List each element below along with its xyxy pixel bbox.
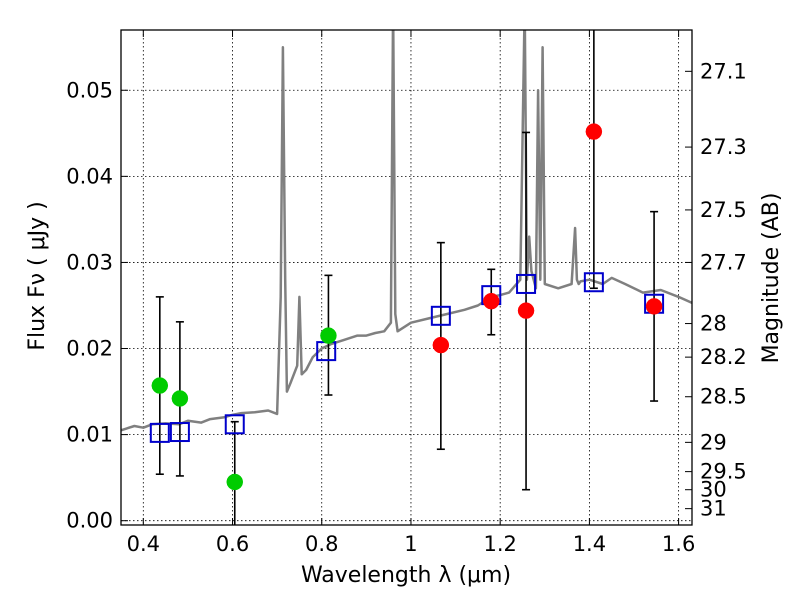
plot-area	[121, 30, 692, 525]
model-spectrum-line	[121, 30, 692, 432]
observed-point	[151, 377, 169, 394]
y2-tick-label: 27.7	[700, 250, 747, 274]
model-photometry-square	[430, 305, 451, 326]
y2-tick-label: 30	[700, 478, 727, 502]
x-tick-label: 1.2	[483, 532, 516, 556]
x-tick-label: 0.8	[305, 532, 338, 556]
y-tick-label: 0.02	[66, 337, 113, 361]
model-photometry-square	[516, 273, 537, 294]
y2-tick-label: 27.1	[700, 59, 747, 83]
y-tick-label: 0.03	[66, 250, 113, 274]
y-tick-label: 0.00	[66, 509, 113, 533]
x-axis: 0.4 0.6 0.8 1 1.2 1.4 1.6	[127, 30, 695, 556]
y2-tick-label: 27.5	[700, 198, 747, 222]
model-photometry-square	[224, 414, 245, 435]
y2-tick-label: 29	[700, 430, 727, 454]
x-axis-label: Wavelength λ (μm)	[301, 563, 511, 588]
y2-tick-label: 27.3	[700, 135, 747, 159]
y-axis: 0.00 0.01 0.02 0.03 0.04 0.05	[66, 78, 128, 533]
model-photometry-square	[169, 422, 190, 443]
observed-point	[645, 298, 663, 315]
observed-point	[226, 473, 244, 491]
y-tick-label: 0.01	[66, 423, 113, 447]
model-photometry-square	[583, 272, 604, 293]
y-tick-label: 0.04	[66, 164, 113, 188]
y2-tick-label: 29.5	[700, 460, 747, 484]
model-photometry-square	[149, 422, 170, 443]
y-tick-label: 0.05	[66, 78, 113, 102]
y2-axis-label: Magnitude (AB)	[759, 193, 784, 364]
observed-point	[483, 292, 500, 310]
x-tick-label: 0.4	[127, 532, 160, 556]
observed-point	[517, 302, 535, 319]
model-spectrum-group	[121, 30, 692, 432]
x-tick-label: 0.6	[216, 532, 249, 556]
plot-frame	[120, 29, 693, 526]
y2-tick-label: 31	[700, 497, 727, 521]
x-tick-label: 1	[404, 532, 417, 556]
observed-point	[585, 123, 603, 140]
observed-point	[432, 336, 450, 354]
y2-tick-label: 28.5	[700, 385, 747, 409]
y2-tick-label: 28.2	[700, 345, 747, 369]
observed-point	[320, 327, 337, 344]
x-tick-label: 1.6	[662, 532, 695, 556]
y2-tick-label: 28	[700, 312, 727, 336]
y-axis-label: Flux Fν ( μJy )	[25, 201, 50, 350]
x-tick-label: 1.4	[573, 532, 606, 556]
observed-point	[171, 390, 189, 407]
grid	[121, 30, 692, 525]
markers-group	[149, 123, 665, 491]
